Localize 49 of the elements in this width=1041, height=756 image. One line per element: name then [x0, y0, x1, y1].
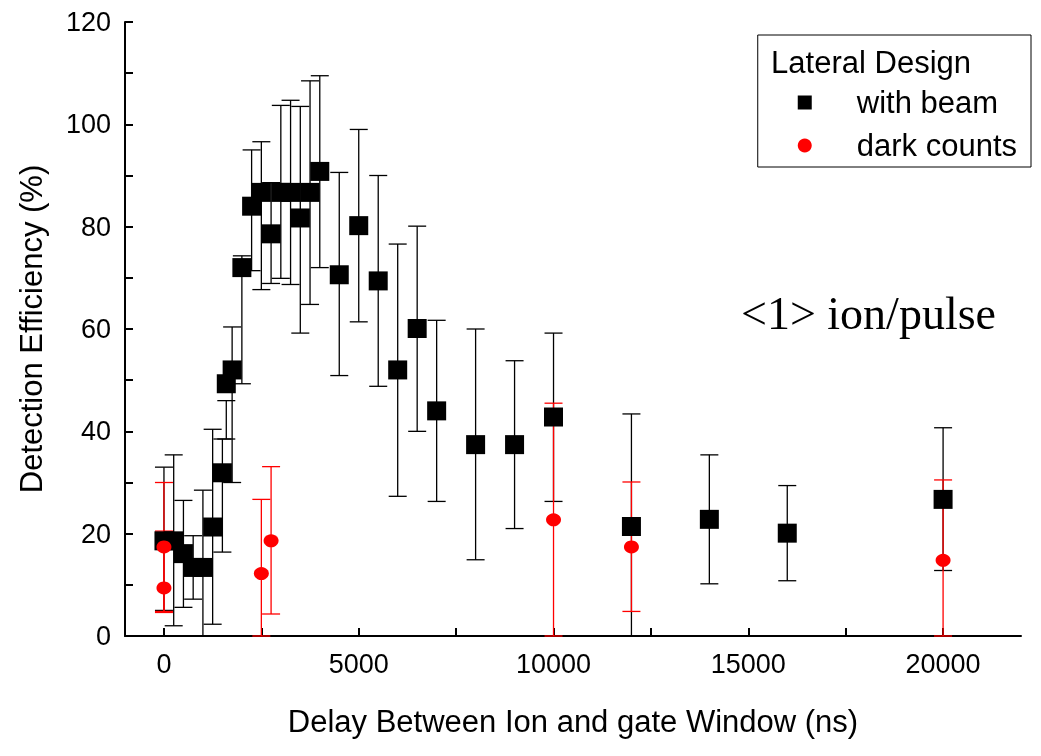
point — [623, 540, 639, 554]
x-tick-label: 5000 — [328, 648, 389, 679]
y-tick-label: 100 — [65, 109, 111, 140]
x-tick-label: 10000 — [515, 648, 592, 679]
point — [253, 567, 269, 581]
point — [203, 517, 223, 537]
point — [777, 523, 797, 543]
point — [505, 435, 525, 455]
point — [232, 258, 252, 278]
x-tick-label: 15000 — [710, 648, 786, 679]
point — [466, 435, 486, 455]
point — [193, 557, 213, 577]
point — [699, 509, 719, 529]
point — [329, 265, 349, 285]
x-axis-title: Delay Between Ion and gate Window (ns) — [287, 704, 859, 739]
legend-label: with beam — [855, 85, 999, 120]
x-tick-label: 20000 — [905, 648, 981, 679]
point — [368, 271, 388, 291]
y-tick-label: 60 — [80, 314, 111, 344]
point — [407, 318, 427, 338]
point — [156, 581, 172, 595]
point — [281, 182, 301, 202]
point — [349, 216, 369, 236]
point — [290, 208, 310, 228]
y-tick-label: 40 — [80, 416, 111, 447]
point — [427, 401, 447, 421]
y-tick-label: 120 — [65, 7, 111, 37]
y-tick-label: 20 — [80, 518, 111, 549]
point — [263, 534, 279, 548]
y-tick-label: 80 — [80, 211, 111, 242]
x-tick-label: 0 — [156, 648, 172, 679]
y-tick-label: 0 — [95, 621, 111, 651]
point — [222, 360, 242, 380]
point — [544, 407, 564, 427]
point — [251, 182, 271, 202]
annotation: <1> ion/pulse — [740, 287, 996, 339]
y-axis-title: Detection Efficiency (%) — [14, 164, 49, 494]
point — [933, 489, 953, 509]
point — [310, 161, 330, 181]
point — [935, 553, 951, 567]
point — [212, 463, 232, 483]
point — [388, 360, 408, 380]
point — [546, 513, 562, 527]
point — [261, 224, 281, 244]
point — [621, 517, 641, 536]
legend-label: dark counts — [856, 128, 1018, 163]
legend-title: Lateral Design — [771, 45, 972, 80]
point — [156, 540, 172, 554]
point — [300, 182, 320, 202]
